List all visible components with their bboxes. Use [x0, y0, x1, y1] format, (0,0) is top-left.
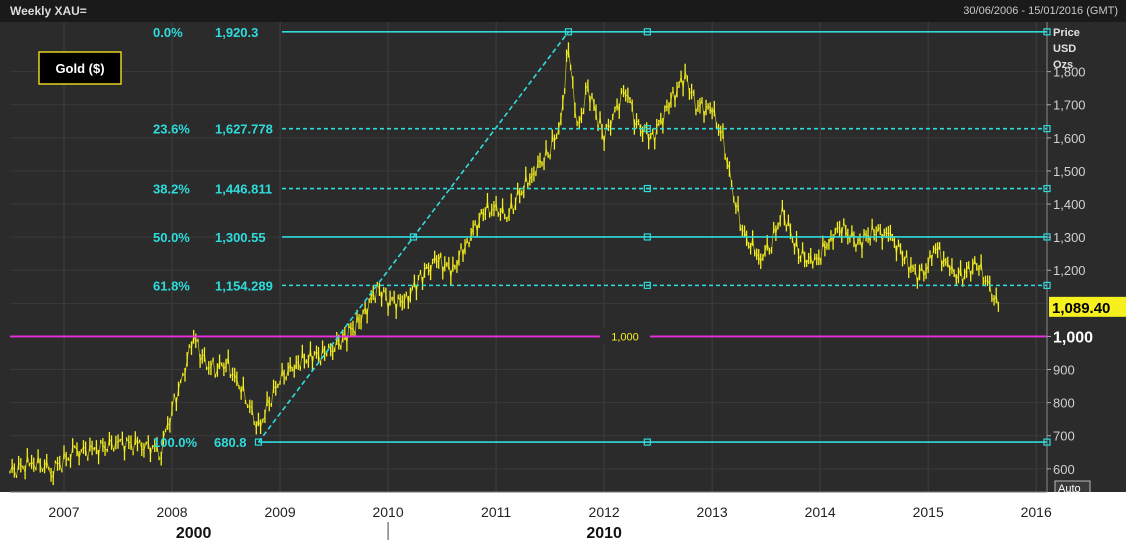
fib-handle: [643, 281, 651, 289]
x-tick-label: 2011: [481, 504, 511, 520]
x-tick-label: 2012: [589, 504, 620, 520]
fib-handle: [643, 233, 651, 241]
fib-value-label: 1,627.778: [215, 122, 273, 137]
y-tick-label: 1,200: [1053, 263, 1086, 278]
x-tick-label: 2015: [913, 504, 944, 520]
x-tick-label: 2009: [264, 504, 295, 520]
fib-pct-label: 100.0%: [153, 435, 198, 450]
trendline-handle: [254, 438, 263, 446]
fib-handle: [643, 125, 651, 133]
last-price-label: 1,089.40: [1052, 300, 1110, 317]
fib-handle: [1043, 28, 1051, 36]
fib-handle: [643, 28, 651, 36]
axis-unit-label: Price: [1053, 27, 1080, 39]
y-tick-label: 1,500: [1053, 164, 1086, 179]
axis-unit-label: Ozs: [1053, 59, 1073, 71]
y-tick-label: 900: [1053, 363, 1075, 378]
fib-handle: [1043, 184, 1051, 193]
x-tick-label: 2008: [156, 504, 187, 520]
axis-unit-label: USD: [1053, 43, 1076, 55]
fib-value-label: 1,920.3: [215, 25, 258, 40]
chart-header: Weekly XAU= 30/06/2006 - 15/01/2016 (GMT…: [0, 0, 1126, 22]
date-range: 30/06/2006 - 15/01/2016 (GMT): [963, 5, 1118, 17]
legend: Gold ($): [38, 51, 122, 85]
x-tick-label: 2016: [1021, 504, 1052, 520]
fib-handle: [1043, 438, 1051, 446]
decade-label: 2000: [176, 525, 212, 540]
y-tick-label: 1,000: [1053, 329, 1093, 346]
trendline: [257, 31, 570, 443]
fib-value-label: 680.8: [214, 435, 247, 450]
x-tick-label: 2014: [805, 504, 836, 520]
y-tick-label: 1,800: [1053, 65, 1086, 80]
y-tick-label: 1,700: [1053, 98, 1086, 113]
fib-handle: [643, 184, 651, 193]
legend-label: Gold ($): [55, 61, 104, 76]
threshold-label-bg: [600, 328, 650, 345]
price-series-line: [9, 49, 999, 480]
fib-pct-label: 38.2%: [153, 182, 190, 197]
decade-label: 2010: [586, 525, 622, 540]
y-tick-label: 700: [1053, 429, 1075, 444]
x-axis-area: [0, 492, 1126, 540]
fib-handle: [643, 438, 651, 446]
y-tick-label: 1,600: [1053, 131, 1086, 146]
x-tick-label: 2007: [48, 504, 79, 520]
last-price-box: [1049, 296, 1126, 317]
fib-pct-label: 23.6%: [153, 122, 190, 137]
fib-value-label: 1,446.811: [215, 182, 272, 197]
fib-handle: [1043, 125, 1051, 133]
trendline-handle: [409, 233, 418, 241]
fib-pct-label: 50.0%: [153, 230, 190, 245]
y-tick-label: 1,400: [1053, 197, 1086, 212]
chart-title: Weekly XAU=: [10, 4, 87, 18]
fib-pct-label: 0.0%: [153, 25, 183, 40]
y-tick-label: 600: [1053, 462, 1075, 477]
x-tick-label: 2013: [697, 504, 728, 520]
threshold-label: 1,000: [611, 331, 639, 343]
fib-value-label: 1,154.289: [215, 278, 273, 293]
y-tick-label: 1,300: [1053, 230, 1086, 245]
plot-area: [10, 22, 1047, 492]
trendline-handle: [564, 28, 573, 36]
y-tick-label: 800: [1053, 396, 1075, 411]
fib-pct-label: 61.8%: [153, 278, 190, 293]
fib-value-label: 1,300.55: [215, 230, 266, 245]
fib-handle: [1043, 281, 1051, 289]
x-tick-label: 2010: [372, 504, 403, 520]
